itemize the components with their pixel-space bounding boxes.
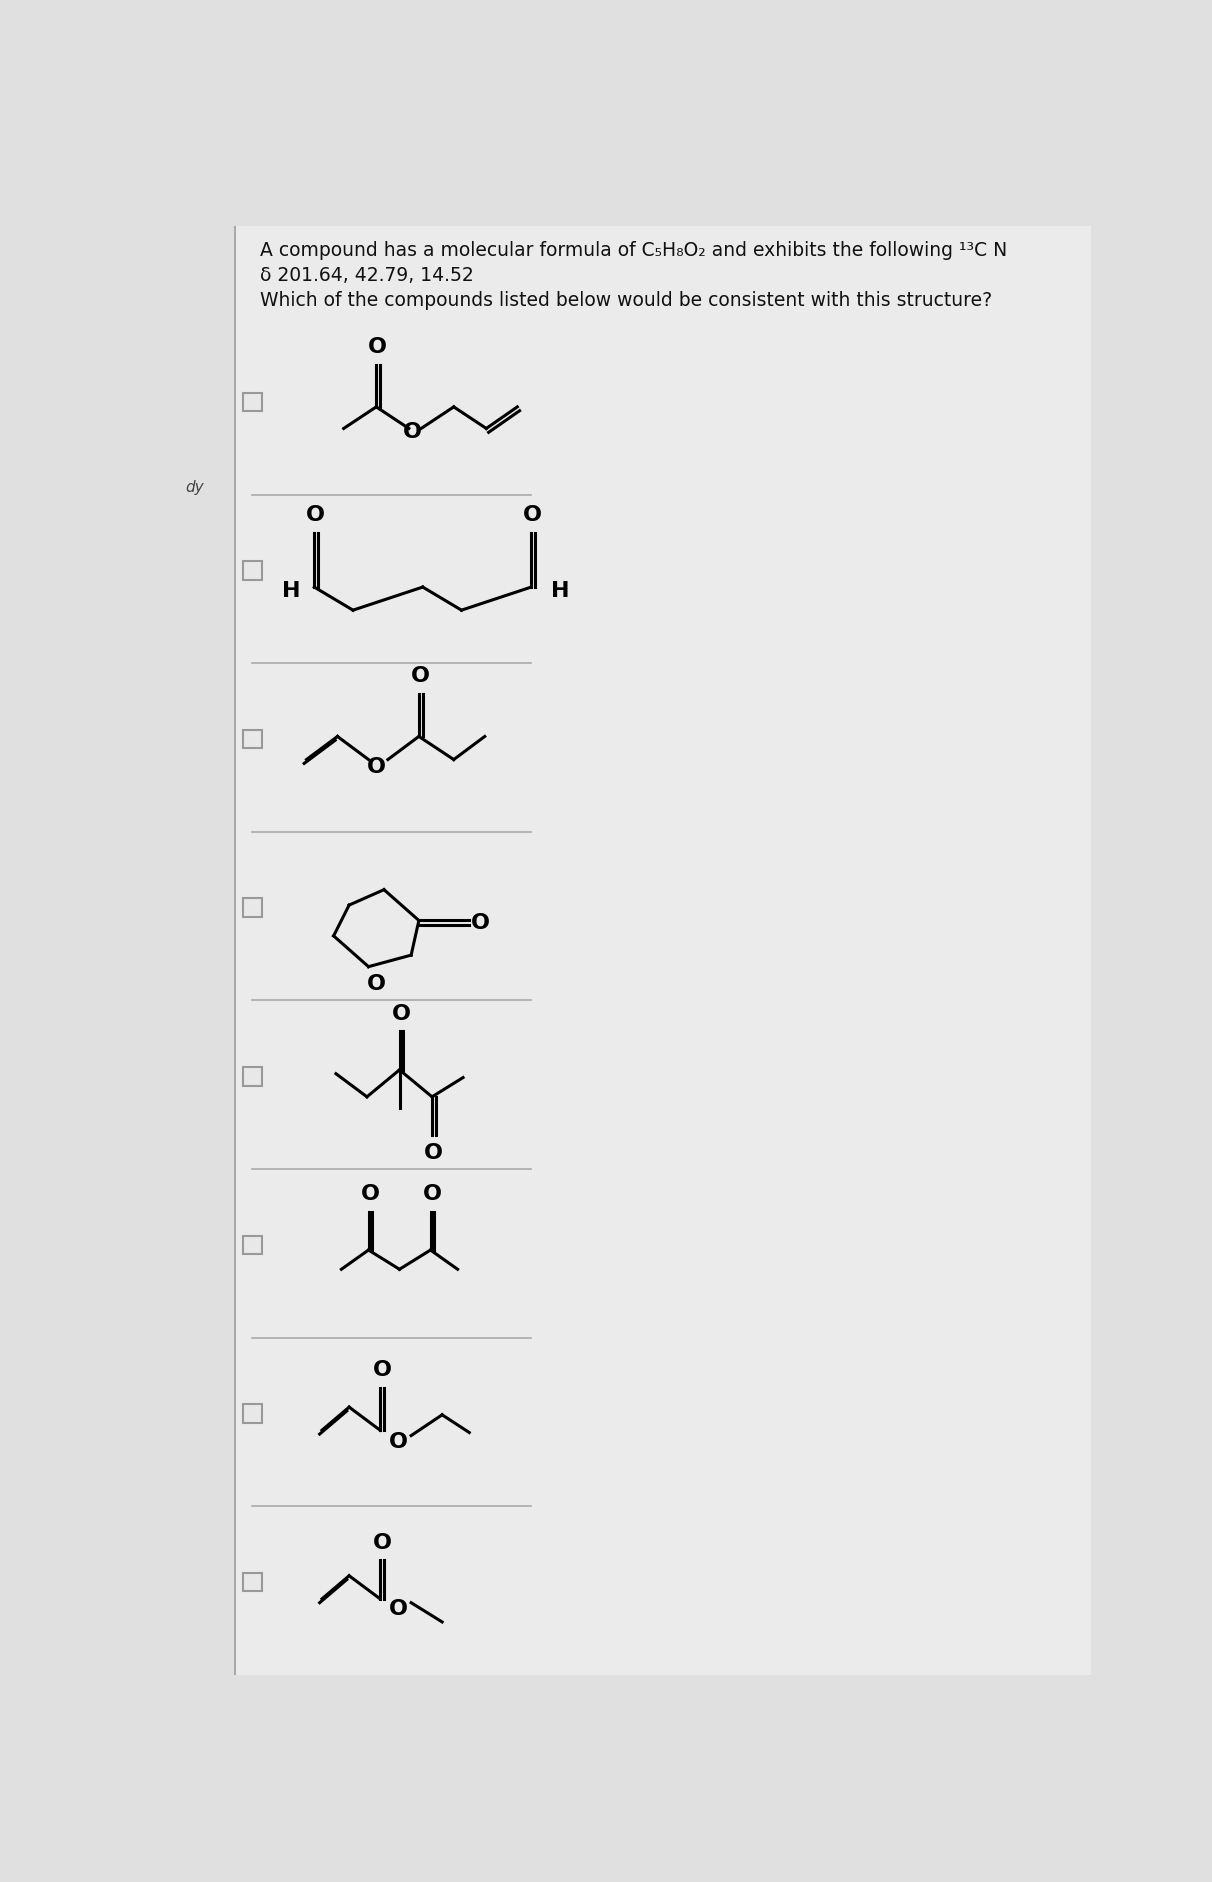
Text: δ 201.64, 42.79, 14.52: δ 201.64, 42.79, 14.52 — [261, 265, 474, 284]
Text: O: O — [391, 1003, 411, 1024]
Bar — [242, 1404, 262, 1423]
Bar — [242, 1067, 262, 1086]
Text: H: H — [281, 582, 301, 600]
Text: A compound has a molecular formula of C₅H₈O₂ and exhibits the following ¹³C N: A compound has a molecular formula of C₅… — [261, 241, 1007, 260]
Text: O: O — [524, 506, 542, 525]
Bar — [242, 1236, 262, 1253]
Text: O: O — [360, 1184, 379, 1204]
Text: dy: dy — [184, 480, 204, 495]
Text: O: O — [368, 337, 388, 358]
Text: Which of the compounds listed below would be consistent with this structure?: Which of the compounds listed below woul… — [261, 290, 993, 309]
Text: O: O — [367, 757, 385, 777]
Text: O: O — [404, 422, 422, 442]
Text: O: O — [307, 506, 325, 525]
Bar — [242, 1573, 262, 1592]
Text: O: O — [389, 1432, 407, 1451]
Text: H: H — [551, 582, 570, 600]
Text: O: O — [424, 1142, 444, 1163]
Bar — [242, 393, 262, 410]
Text: O: O — [411, 666, 430, 687]
Text: O: O — [373, 1532, 391, 1553]
Bar — [242, 561, 262, 580]
Bar — [242, 730, 262, 749]
Text: O: O — [423, 1184, 441, 1204]
Text: O: O — [367, 973, 385, 994]
Text: O: O — [471, 913, 491, 933]
Text: O: O — [389, 1600, 407, 1619]
Bar — [242, 898, 262, 917]
Text: O: O — [373, 1361, 391, 1380]
